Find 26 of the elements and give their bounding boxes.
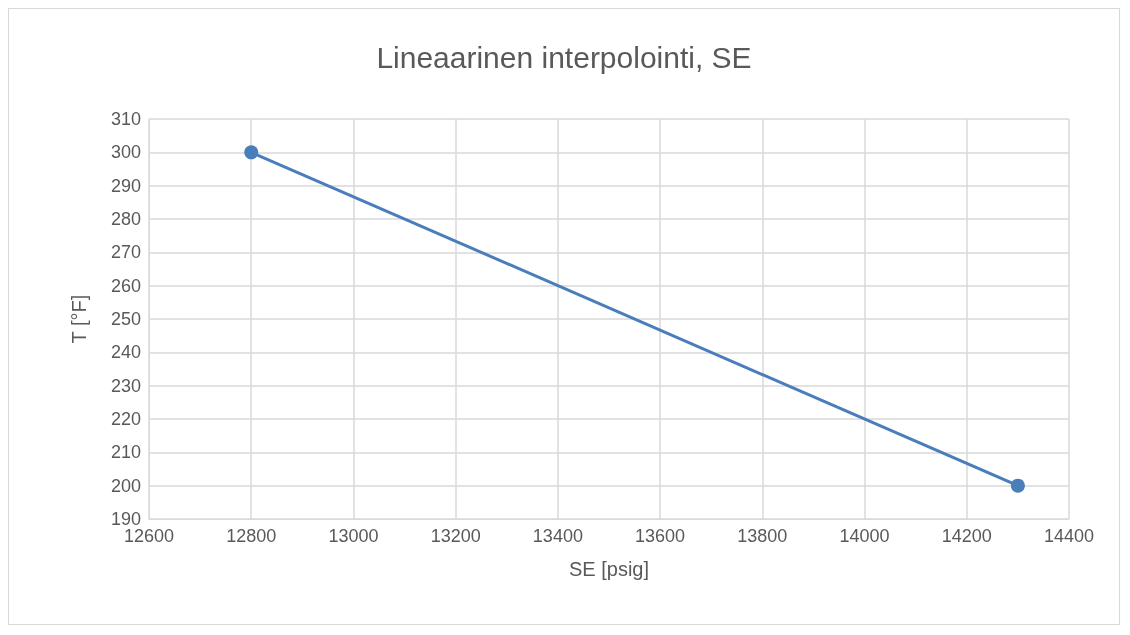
x-tick-label: 14400 [1043, 526, 1095, 546]
y-tick-label: 290 [110, 175, 141, 196]
x-tick-label: 14000 [839, 526, 890, 546]
x-tick-label: 13600 [635, 526, 686, 546]
y-tick-label: 230 [110, 375, 141, 396]
y-tick-label: 310 [110, 109, 141, 129]
x-tick-label: 13800 [737, 526, 788, 546]
y-axis-title: T [°F] [68, 294, 90, 344]
y-tick-label: 300 [110, 142, 141, 163]
y-tick-label: 260 [110, 275, 141, 296]
x-tick-label: 12800 [226, 526, 277, 546]
x-tick-label: 12600 [123, 526, 175, 546]
chart-title: Lineaarinen interpolointi, SE [376, 40, 752, 74]
y-tick-label: 190 [110, 509, 141, 529]
x-tick-label: 14200 [941, 526, 992, 546]
x-tick-label: 13000 [328, 526, 379, 546]
y-tick-label: 270 [110, 242, 141, 263]
y-tick-label: 220 [110, 409, 141, 429]
y-tick-label: 240 [110, 342, 141, 363]
x-axis-title: SE [psig] [568, 558, 650, 580]
x-tick-label: 13200 [430, 526, 481, 546]
y-tick-label: 210 [110, 442, 141, 463]
y-tick-label: 250 [110, 309, 141, 329]
x-tick-label: 13400 [532, 526, 583, 546]
y-tick-label: 200 [110, 475, 141, 496]
y-tick-label: 280 [110, 209, 141, 229]
